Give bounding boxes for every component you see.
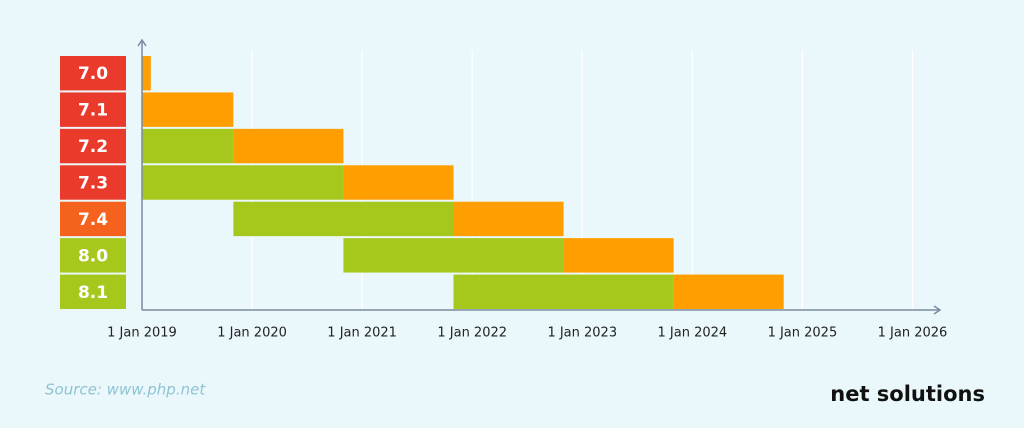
y-tick-label: 7.3 bbox=[78, 174, 108, 194]
support-bar bbox=[343, 238, 564, 273]
brand-logo: net solutions bbox=[830, 382, 985, 406]
support-bar bbox=[453, 201, 564, 237]
support-bar bbox=[142, 56, 151, 91]
x-tick-label: 1 Jan 2025 bbox=[768, 326, 838, 341]
x-tick-label: 1 Jan 2022 bbox=[437, 326, 507, 341]
y-tick-label: 7.2 bbox=[78, 137, 108, 157]
y-axis-arrow bbox=[137, 38, 147, 47]
y-tick-label: 7.0 bbox=[78, 64, 108, 84]
source-note: Source: www.php.net bbox=[45, 381, 206, 399]
support-bar bbox=[142, 92, 234, 127]
x-axis-arrow bbox=[933, 305, 942, 315]
x-tick-label: 1 Jan 2023 bbox=[547, 326, 617, 341]
version-badge bbox=[60, 201, 126, 237]
x-tick-label: 1 Jan 2026 bbox=[878, 326, 948, 341]
support-bar bbox=[142, 128, 234, 164]
y-tick-label: 7.4 bbox=[78, 210, 108, 230]
y-tick-label: 8.0 bbox=[78, 246, 108, 266]
version-badge bbox=[60, 238, 126, 273]
x-tick-label: 1 Jan 2021 bbox=[327, 326, 397, 341]
version-badge bbox=[60, 165, 126, 200]
version-badge bbox=[60, 56, 126, 91]
version-badge bbox=[60, 274, 126, 309]
version-badge bbox=[60, 92, 126, 127]
x-tick-label: 1 Jan 2024 bbox=[658, 326, 728, 341]
support-bar bbox=[343, 165, 454, 200]
support-bar bbox=[233, 201, 454, 237]
support-bar bbox=[233, 128, 344, 164]
support-bar bbox=[673, 274, 784, 309]
x-tick-label: 1 Jan 2019 bbox=[107, 326, 177, 341]
version-badge bbox=[60, 128, 126, 164]
support-bar bbox=[142, 165, 344, 200]
y-tick-label: 8.1 bbox=[78, 283, 108, 303]
support-bar bbox=[563, 238, 674, 273]
y-tick-label: 7.1 bbox=[78, 101, 108, 121]
x-tick-label: 1 Jan 2020 bbox=[217, 326, 287, 341]
support-bar bbox=[453, 274, 674, 309]
